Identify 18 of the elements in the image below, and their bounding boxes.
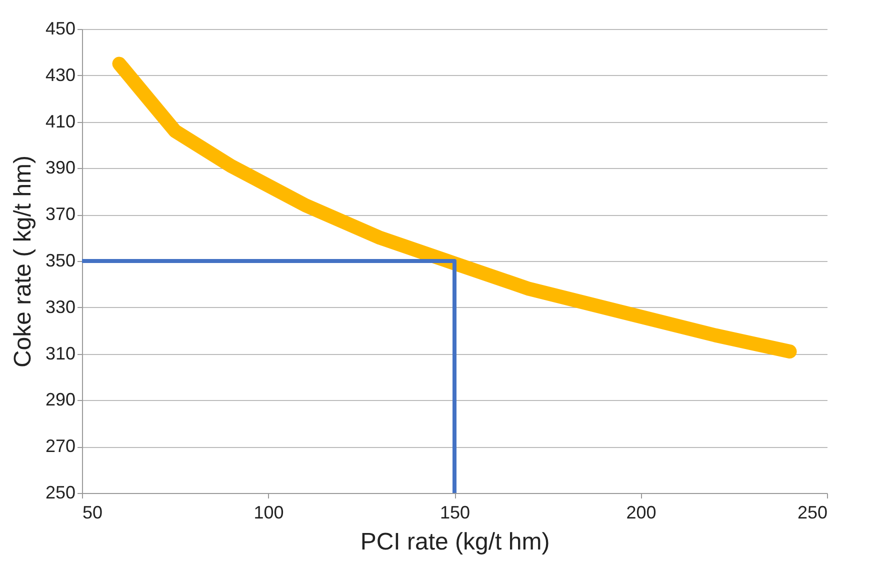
y-tick-label: 250 [45,482,76,502]
y-tick-label: 270 [45,436,76,456]
x-tick-label: 100 [254,502,284,522]
y-tick-label: 370 [45,204,76,224]
y-tick-label: 390 [45,158,76,178]
x-tick-label: 50 [82,502,103,522]
y-tick-label: 290 [45,390,76,410]
y-tick-label: 450 [45,18,76,38]
y-tick-label: 430 [45,64,76,85]
y-tick-label: 350 [45,250,76,270]
y-axis-title: Coke rate ( kg/t hm) [9,155,36,368]
x-tick-label: 150 [440,502,470,522]
x-tick-label: 250 [797,502,828,522]
x-axis-title: PCI rate (kg/t hm) [360,528,550,556]
x-tick-label: 200 [626,502,656,522]
y-tick-label: 410 [45,111,76,132]
y-tick-label: 310 [45,343,76,364]
y-tick-label: 330 [45,296,76,317]
